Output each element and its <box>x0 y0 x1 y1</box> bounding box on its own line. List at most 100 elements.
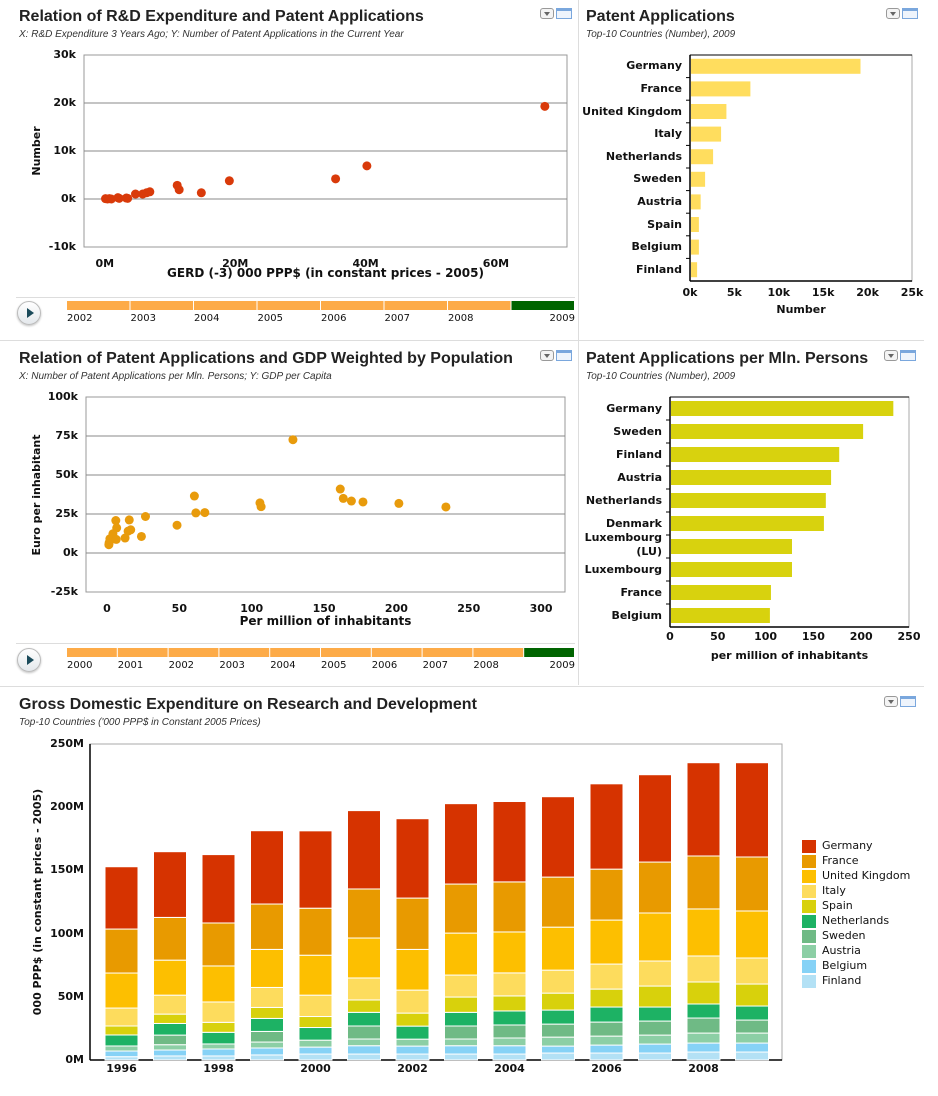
stacked-bar-segment <box>541 876 575 928</box>
stacked-bar-segment <box>638 1043 672 1054</box>
stacked-bar-segment <box>153 851 187 918</box>
timeline-segment[interactable] <box>270 648 320 657</box>
timeline-year[interactable]: 2003 <box>130 313 156 324</box>
legend-swatch <box>802 945 816 958</box>
x-tick-label: 250 <box>457 602 481 615</box>
y-tick-label: 50M <box>57 989 84 1003</box>
timeline-segment[interactable] <box>219 648 270 657</box>
timeline-year[interactable]: 2000 <box>67 660 93 671</box>
timeline-year[interactable]: 2007 <box>422 660 449 671</box>
timeline-segment[interactable] <box>168 648 219 657</box>
x-tick-label: 2008 <box>688 1062 719 1075</box>
maximize-window-icon[interactable] <box>556 350 572 361</box>
data-point <box>123 193 133 203</box>
timeline-segment[interactable] <box>194 301 257 310</box>
timeline-year[interactable]: 2002 <box>67 313 93 324</box>
timeline-segment[interactable] <box>257 301 321 310</box>
stacked-bar-segment <box>444 974 478 998</box>
legend-label: Germany <box>822 839 873 852</box>
timeline-segment[interactable] <box>67 648 117 657</box>
stacked-bar-segment <box>686 855 721 910</box>
stacked-bar-segment <box>104 1050 139 1058</box>
timeline-year[interactable]: 2009 <box>549 313 575 324</box>
timeline-segment[interactable] <box>384 301 448 310</box>
data-point <box>145 187 155 197</box>
timeline-segment[interactable] <box>524 648 574 657</box>
timeline-segment[interactable] <box>67 301 130 310</box>
timeline-year[interactable]: 2007 <box>384 313 410 324</box>
stacked-bar-segment <box>298 1046 333 1055</box>
legend-label: Finland <box>822 974 862 987</box>
timeline-segment[interactable] <box>422 648 473 657</box>
stacked-bar-segment <box>250 903 284 950</box>
x-axis-label: GERD (-3) 000 PPP$ (in constant prices -… <box>167 266 484 280</box>
timeline-segment[interactable] <box>321 648 371 657</box>
data-point <box>256 502 266 512</box>
maximize-window-icon[interactable] <box>900 696 916 707</box>
timeline-segment[interactable] <box>473 648 524 657</box>
timeline-year[interactable]: 2006 <box>321 313 347 324</box>
play-button[interactable] <box>17 648 41 672</box>
timeline-year[interactable]: 2008 <box>473 660 499 671</box>
timeline-divider <box>16 643 575 644</box>
panel-divider <box>578 0 579 685</box>
timeline-year[interactable]: 2003 <box>219 660 245 671</box>
timeline-year[interactable]: 2008 <box>448 313 474 324</box>
plot-area <box>89 743 783 1061</box>
legend-swatch <box>802 915 816 928</box>
timeline-segment[interactable] <box>117 648 168 657</box>
data-point <box>331 174 341 184</box>
stacked-bar-segment <box>735 1005 769 1021</box>
timeline-year[interactable]: 2005 <box>321 660 347 671</box>
bar <box>671 424 864 439</box>
stacked-bar-segment <box>589 1035 624 1046</box>
dropdown-menu-icon[interactable] <box>884 696 898 707</box>
timeline-segment[interactable] <box>371 648 422 657</box>
x-tick-label: 0k <box>682 286 698 299</box>
category-label: Belgium <box>631 240 682 254</box>
timeline-year[interactable]: 2004 <box>194 313 220 324</box>
stacked-bar-segment <box>250 1030 284 1043</box>
category-label: Austria <box>637 194 682 208</box>
legend-label: Spain <box>822 899 853 912</box>
maximize-window-icon[interactable] <box>556 8 572 19</box>
timeline-year[interactable]: 2002 <box>168 660 195 671</box>
x-axis-label: per million of inhabitants <box>710 649 869 662</box>
panel-controls <box>886 8 918 19</box>
timeline-year[interactable]: 2001 <box>117 660 144 671</box>
timeline-segment[interactable] <box>130 301 194 310</box>
legend-swatch <box>802 975 816 988</box>
stacked-bar-segment <box>686 1051 721 1061</box>
stacked-bar-segment <box>395 1038 430 1047</box>
data-point <box>338 493 348 503</box>
dropdown-menu-icon[interactable] <box>884 350 898 361</box>
legend-swatch <box>802 855 816 868</box>
timeline-segment[interactable] <box>511 301 575 310</box>
dropdown-menu-icon[interactable] <box>886 8 900 19</box>
x-tick-label: 1998 <box>203 1062 234 1075</box>
timeline-year[interactable]: 2009 <box>549 660 575 671</box>
x-tick-label: 0M <box>95 257 115 270</box>
x-tick-label: 2002 <box>397 1062 428 1075</box>
stacked-bar-segment <box>153 1055 187 1061</box>
legend-swatch <box>802 870 816 883</box>
maximize-window-icon[interactable] <box>902 8 918 19</box>
maximize-window-icon[interactable] <box>900 350 916 361</box>
dropdown-menu-icon[interactable] <box>540 8 554 19</box>
category-label: Germany <box>606 401 662 415</box>
stacked-bar-segment <box>638 774 672 863</box>
timeline-segment[interactable] <box>448 301 511 310</box>
panel-controls <box>540 8 572 19</box>
bar <box>671 562 792 577</box>
stacked-bar-segment <box>492 995 527 1012</box>
timeline-year[interactable]: 2005 <box>257 313 283 324</box>
timeline-year[interactable]: 2006 <box>371 660 398 671</box>
stacked-bar-segment <box>444 1025 478 1040</box>
stacked-bar-segment <box>298 1016 333 1029</box>
y-tick-label: 20k <box>53 96 76 109</box>
play-button[interactable] <box>17 301 41 325</box>
timeline-segment[interactable] <box>321 301 384 310</box>
timeline-year[interactable]: 2004 <box>270 660 296 671</box>
panel-subtitle: X: Number of Patent Applications per Mln… <box>19 371 332 382</box>
dropdown-menu-icon[interactable] <box>540 350 554 361</box>
